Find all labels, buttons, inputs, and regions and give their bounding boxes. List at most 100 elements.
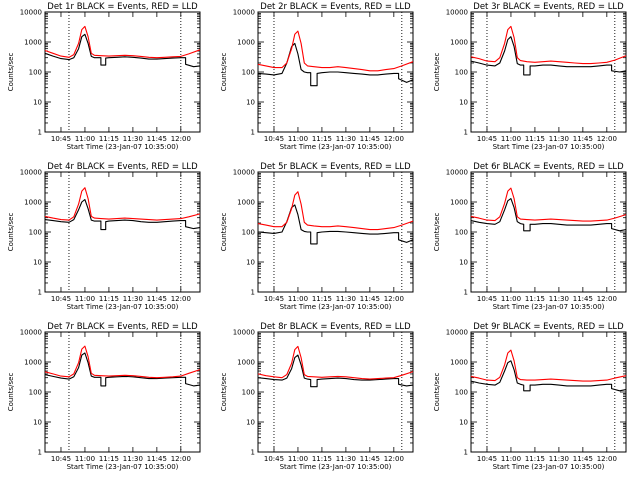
y-tick-label: 10 (246, 99, 255, 107)
x-tick-label: 11:45 (360, 455, 380, 463)
x-tick-label: 11:15 (312, 295, 332, 303)
x-tick-label: 12:00 (171, 455, 191, 463)
x-tick-label: 11:00 (501, 295, 521, 303)
y-tick-label: 10 (459, 419, 468, 427)
x-tick-label: 12:00 (597, 455, 617, 463)
lld-series-line (470, 187, 627, 222)
x-tick-label: 11:15 (312, 455, 332, 463)
x-tick-label: 11:15 (99, 295, 119, 303)
y-axis-label: Counts/sec (7, 373, 15, 412)
detector-panel: Det 2r BLACK = Events, RED = LLD 1 10 100 10… (213, 0, 426, 160)
lld-series-line (44, 25, 201, 59)
detector-chart: Det 8r BLACK = Events, RED = LLD 1 10 100 10… (220, 322, 414, 471)
detector-chart: Det 6r BLACK = Events, RED = LLD 1 10 100 10… (433, 162, 627, 311)
plot-frame (470, 331, 627, 453)
y-tick-label: 1 (38, 449, 42, 457)
events-series-line (44, 199, 201, 231)
x-tick-label: 11:00 (288, 295, 308, 303)
lld-series-line (44, 187, 201, 221)
x-tick-label: 12:00 (384, 295, 404, 303)
y-axis-label: Counts/sec (220, 373, 228, 412)
x-axis-label: Start Time (23-Jan-07 10:35:00) (280, 143, 392, 151)
y-tick-label: 1 (464, 129, 468, 137)
x-tick-label: 11:30 (123, 135, 143, 143)
y-tick-label: 10000 (20, 169, 42, 177)
detector-panel: Det 9r BLACK = Events, RED = LLD 1 10 100 10… (426, 320, 639, 480)
y-tick-label: 1000 (237, 39, 255, 47)
x-axis-label: Start Time (23-Jan-07 10:35:00) (67, 463, 179, 471)
x-tick-label: 11:00 (75, 295, 95, 303)
x-tick-label: 12:00 (384, 135, 404, 143)
x-tick-label: 10:45 (51, 455, 71, 463)
detector-panel: Det 1r BLACK = Events, RED = LLD 1 10 100 10… (0, 0, 213, 160)
x-axis-label: Start Time (23-Jan-07 10:35:00) (67, 303, 179, 311)
x-tick-label: 11:30 (123, 295, 143, 303)
x-tick-label: 12:00 (171, 135, 191, 143)
x-tick-label: 11:30 (123, 455, 143, 463)
x-tick-label: 11:15 (525, 295, 545, 303)
x-tick-label: 12:00 (384, 455, 404, 463)
detector-panel: Det 6r BLACK = Events, RED = LLD 1 10 100 10… (426, 160, 639, 320)
y-tick-label: 10000 (446, 169, 468, 177)
detector-chart: Det 7r BLACK = Events, RED = LLD 1 10 100 10… (7, 322, 201, 471)
x-axis-label: Start Time (23-Jan-07 10:35:00) (493, 303, 605, 311)
x-tick-label: 11:45 (147, 135, 167, 143)
panel-title: Det 9r BLACK = Events, RED = LLD (473, 322, 624, 332)
y-tick-label: 10 (246, 419, 255, 427)
detector-chart: Det 4r BLACK = Events, RED = LLD 1 10 100 10… (7, 162, 201, 311)
x-tick-label: 11:45 (147, 295, 167, 303)
panel-title: Det 2r BLACK = Events, RED = LLD (260, 2, 411, 12)
x-tick-label: 11:30 (336, 295, 356, 303)
y-axis-label: Counts/sec (433, 53, 441, 92)
panel-title: Det 3r BLACK = Events, RED = LLD (473, 2, 624, 12)
x-tick-label: 12:00 (171, 295, 191, 303)
y-tick-label: 10 (459, 99, 468, 107)
y-tick-label: 1000 (237, 359, 255, 367)
x-tick-label: 11:30 (549, 135, 569, 143)
y-tick-label: 100 (455, 69, 468, 77)
lld-series-line (257, 191, 414, 231)
x-tick-label: 11:15 (525, 455, 545, 463)
events-series-line (257, 204, 414, 245)
lld-series-line (257, 30, 414, 72)
x-tick-label: 11:00 (501, 135, 521, 143)
y-tick-label: 1 (38, 289, 42, 297)
x-tick-label: 11:15 (525, 135, 545, 143)
y-tick-label: 10000 (20, 9, 42, 17)
x-tick-label: 10:45 (477, 295, 497, 303)
events-series-line (470, 36, 627, 76)
y-tick-label: 10000 (20, 329, 42, 337)
x-tick-label: 11:00 (288, 135, 308, 143)
y-axis-label: Counts/sec (7, 53, 15, 92)
x-tick-label: 10:45 (477, 455, 497, 463)
y-tick-label: 10000 (446, 329, 468, 337)
panel-title: Det 1r BLACK = Events, RED = LLD (47, 2, 198, 12)
x-tick-label: 11:45 (360, 135, 380, 143)
y-tick-label: 100 (29, 69, 42, 77)
y-tick-label: 10 (33, 259, 42, 267)
y-tick-label: 1000 (24, 199, 42, 207)
lld-series-line (470, 349, 627, 382)
y-tick-label: 1000 (24, 39, 42, 47)
y-tick-label: 1 (251, 129, 255, 137)
detector-chart: Det 1r BLACK = Events, RED = LLD 1 10 100 10… (7, 2, 201, 151)
x-tick-label: 11:45 (147, 455, 167, 463)
plot-frame (470, 171, 627, 293)
y-tick-label: 1000 (24, 359, 42, 367)
x-tick-label: 10:45 (51, 135, 71, 143)
y-tick-label: 1000 (450, 39, 468, 47)
detector-panel: Det 8r BLACK = Events, RED = LLD 1 10 100 10… (213, 320, 426, 480)
plot-frame (44, 331, 201, 453)
x-tick-label: 11:30 (549, 295, 569, 303)
events-series-line (257, 354, 414, 388)
detector-chart: Det 5r BLACK = Events, RED = LLD 1 10 100 10… (220, 162, 414, 311)
lld-series-line (470, 25, 627, 65)
y-tick-label: 100 (455, 389, 468, 397)
y-tick-label: 10000 (233, 9, 255, 17)
plot-frame (257, 331, 414, 453)
x-tick-label: 11:45 (573, 295, 593, 303)
y-tick-label: 1 (251, 449, 255, 457)
y-tick-label: 100 (242, 389, 255, 397)
events-series-line (470, 360, 627, 392)
